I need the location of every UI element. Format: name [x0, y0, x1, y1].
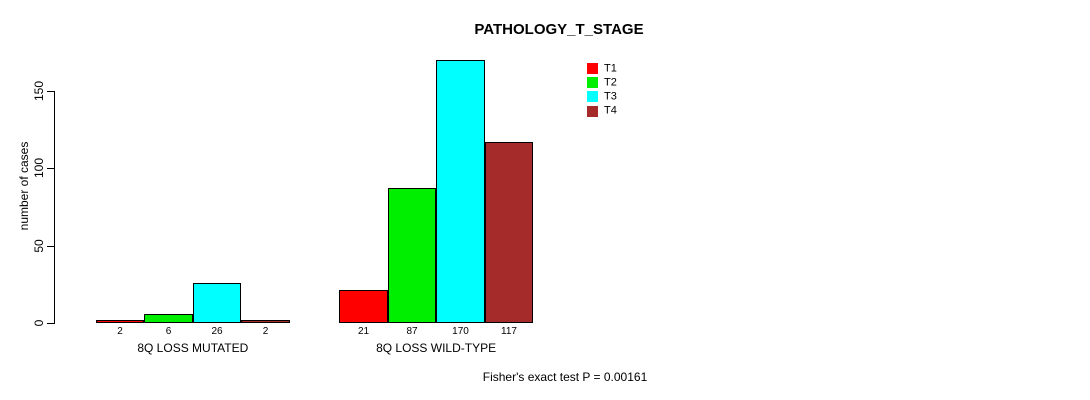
x-category-label-mutated: 8Q LOSS MUTATED	[137, 341, 249, 355]
legend-swatch-t3	[587, 91, 598, 103]
y-tick-label: 0	[32, 319, 46, 327]
legend-swatch-t2	[587, 77, 598, 89]
bar-t4-group2	[485, 142, 533, 323]
y-axis-line	[54, 90, 55, 324]
x-category-label-wild-type: 8Q LOSS WILD-TYPE	[376, 341, 497, 355]
bar-t1-group2	[339, 290, 388, 323]
bar-t3-group2	[436, 60, 485, 323]
bar-value-label: 2	[262, 326, 269, 337]
stat-annotation: Fisher's exact test P = 0.00161	[482, 370, 648, 384]
y-tick	[47, 168, 54, 170]
bar-value-label: 21	[357, 326, 370, 337]
bar-t2-group2	[388, 188, 436, 323]
y-tick	[47, 245, 54, 247]
y-tick	[47, 90, 54, 92]
y-tick-label: 50	[32, 238, 46, 253]
y-axis-label: number of cases	[17, 141, 31, 231]
legend-label-t2: T2	[604, 76, 617, 89]
y-tick-label: 100	[32, 158, 46, 179]
bar-value-label: 26	[211, 326, 223, 337]
legend-swatch-t1	[587, 63, 598, 74]
legend-label-t1: T1	[604, 62, 617, 74]
legend-label-t4: T4	[604, 104, 617, 117]
bar-t2-group1	[144, 314, 193, 323]
y-tick	[47, 323, 54, 324]
bar-value-label: 170	[452, 326, 469, 337]
bar-t3-group1	[193, 283, 241, 323]
legend-label-t3: T3	[604, 90, 617, 103]
legend-swatch-t4	[587, 105, 598, 117]
bar-value-label: 6	[165, 326, 172, 337]
bar-t4-group1	[241, 320, 290, 323]
bar-value-label: 87	[406, 326, 418, 337]
chart-title: PATHOLOGY_T_STAGE	[474, 21, 644, 38]
bar-value-label: 2	[117, 326, 123, 337]
bar-t1-group1	[96, 320, 144, 323]
bar-value-label: 117	[501, 326, 517, 337]
y-tick-label: 150	[32, 80, 46, 101]
